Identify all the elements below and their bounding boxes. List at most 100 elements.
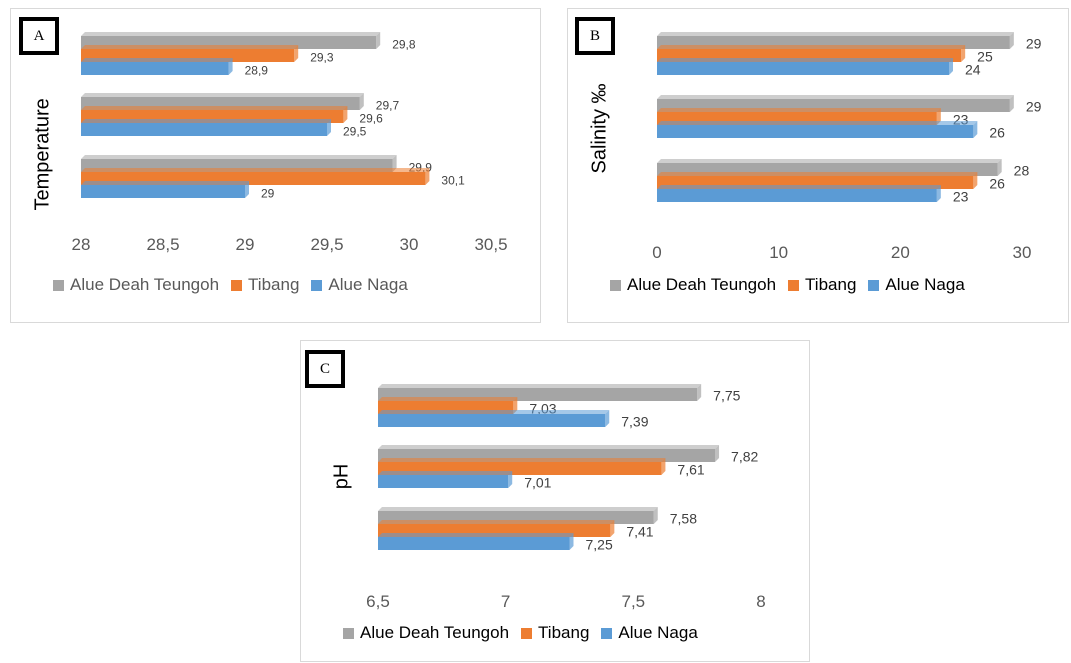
x-tick-label: 6,5 xyxy=(366,592,390,611)
data-label-alue-deah-teungoh: 28 xyxy=(1014,163,1030,179)
bar-side-alue-naga xyxy=(973,121,978,138)
legend-b: Alue Deah Teungoh Tibang Alue Naga xyxy=(610,275,977,295)
bar-side-alue-deah-teungoh xyxy=(392,155,397,172)
bar-alue-naga xyxy=(657,189,937,202)
data-label-tibang: 7,61 xyxy=(677,462,704,478)
bar-top-alue-naga xyxy=(378,410,610,414)
legend-swatch-alue-naga xyxy=(601,627,613,639)
bar-top-tibang xyxy=(81,45,299,49)
bar-side-alue-naga xyxy=(569,533,574,550)
legend-item-alue-naga: Alue Naga xyxy=(311,275,408,295)
data-label-alue-naga: 29,5 xyxy=(343,125,367,139)
y-axis-label-ph: pH xyxy=(330,463,353,490)
bar-alue-naga xyxy=(378,537,570,550)
legend-item-tibang: Tibang xyxy=(521,623,589,643)
bar-side-alue-deah-teungoh xyxy=(1009,95,1014,112)
ph-chart: 6,5 7 7,5 87,757,037,397,827,617,017,587,41… xyxy=(366,384,766,611)
bar-top-alue-deah-teungoh xyxy=(657,95,1014,99)
x-tick-label: 7,5 xyxy=(622,592,646,611)
bar-top-alue-deah-teungoh xyxy=(378,384,702,388)
bar-side-alue-deah-teungoh xyxy=(1009,32,1014,49)
bar-side-alue-deah-teungoh xyxy=(715,445,720,462)
bar-side-alue-naga xyxy=(327,119,331,136)
x-tick-label: 29,5 xyxy=(310,235,343,254)
x-tick-label: 28,5 xyxy=(146,235,179,254)
legend-label-alue-deah-teungoh: Alue Deah Teungoh xyxy=(627,275,777,294)
data-label-alue-deah-teungoh: 29,7 xyxy=(376,99,400,113)
legend-swatch-alue-deah-teungoh xyxy=(610,279,621,291)
y-axis-label-temperature: Temperature xyxy=(31,98,54,211)
bar-top-tibang xyxy=(378,458,666,462)
bar-top-alue-deah-teungoh xyxy=(657,159,1002,163)
bar-top-alue-deah-teungoh xyxy=(378,507,658,511)
bar-top-tibang xyxy=(81,106,348,110)
data-label-tibang: 26 xyxy=(989,176,1005,192)
legend-item-tibang: Tibang xyxy=(788,275,856,295)
data-label-alue-deah-teungoh: 29 xyxy=(1026,36,1042,52)
bar-top-alue-naga xyxy=(657,121,978,125)
bar-alue-naga xyxy=(378,414,606,427)
bar-top-tibang xyxy=(657,45,966,49)
legend-swatch-tibang xyxy=(788,279,800,291)
data-label-tibang: 30,1 xyxy=(441,174,465,188)
x-tick-label: 30,5 xyxy=(474,235,507,254)
data-label-alue-deah-teungoh: 29 xyxy=(1026,99,1042,115)
x-tick-label: 20 xyxy=(891,243,910,262)
x-tick-label: 10 xyxy=(769,243,788,262)
panel-letter-b: B xyxy=(575,17,615,55)
legend-label-alue-deah-teungoh: Alue Deah Teungoh xyxy=(70,275,220,294)
data-label-tibang: 29,6 xyxy=(359,112,383,126)
bar-top-alue-naga xyxy=(81,119,331,123)
data-label-alue-naga: 23 xyxy=(953,189,969,205)
bar-top-alue-deah-teungoh xyxy=(378,445,720,449)
panel-letter-c: C xyxy=(305,350,345,388)
data-label-tibang: 7,41 xyxy=(626,524,653,540)
legend-label-alue-naga: Alue Naga xyxy=(618,623,698,642)
x-tick-label: 30 xyxy=(1013,243,1032,262)
legend-label-tibang: Tibang xyxy=(248,275,300,294)
bar-alue-naga xyxy=(81,62,229,75)
legend-a: Alue Deah Teungoh Tibang Alue Naga xyxy=(53,275,420,295)
bar-alue-naga xyxy=(657,62,949,75)
bar-top-alue-naga xyxy=(657,58,953,62)
chart-panel-ph: 6,5 7 7,5 8 7,75 7,03 7,39 7,82 7,61 7,01 7,58 7,41… xyxy=(300,340,810,662)
bar-side-alue-deah-teungoh xyxy=(653,507,658,524)
bar-side-alue-naga xyxy=(605,410,610,427)
bar-top-alue-deah-teungoh xyxy=(81,93,364,97)
bar-side-tibang xyxy=(513,397,518,414)
bar-side-tibang xyxy=(936,108,941,125)
legend-item-alue-deah-teungoh: Alue Deah Teungoh xyxy=(610,275,776,295)
bar-top-tibang xyxy=(657,108,941,112)
legend-swatch-alue-deah-teungoh xyxy=(53,279,64,291)
panel-letter-b-text: B xyxy=(589,27,600,44)
bar-top-alue-deah-teungoh xyxy=(81,155,397,159)
bar-side-tibang xyxy=(294,45,299,62)
bar-side-alue-deah-teungoh xyxy=(997,159,1002,176)
bar-top-tibang xyxy=(81,168,430,172)
legend-label-tibang: Tibang xyxy=(538,623,590,642)
x-tick-label: 29 xyxy=(236,235,255,254)
temperature-chart: 28 28,5 29 29,5 30 30,529,829,328,929,729,629… xyxy=(72,32,508,254)
legend-swatch-tibang xyxy=(521,627,533,639)
data-label-alue-naga: 28,9 xyxy=(245,64,269,78)
data-label-alue-naga: 24 xyxy=(965,62,981,78)
bar-side-alue-naga xyxy=(936,185,941,202)
bar-top-tibang xyxy=(378,397,518,401)
legend-item-alue-deah-teungoh: Alue Deah Teungoh xyxy=(53,275,219,295)
bar-top-tibang xyxy=(657,172,978,176)
bar-side-alue-naga xyxy=(245,181,249,198)
data-label-alue-naga: 7,01 xyxy=(524,475,551,491)
bar-top-alue-naga xyxy=(81,181,249,185)
x-tick-label: 28 xyxy=(72,235,91,254)
legend-swatch-alue-deah-teungoh xyxy=(343,627,354,639)
bar-top-alue-naga xyxy=(378,471,513,475)
bar-side-tibang xyxy=(973,172,978,189)
x-tick-label: 8 xyxy=(756,592,765,611)
bar-side-tibang xyxy=(661,458,666,475)
chart-panel-salinity: 0 10 20 30 29 25 24 29 23 26 28 26 23 B Salinity ‰ A… xyxy=(567,8,1069,323)
x-tick-label: 7 xyxy=(501,592,510,611)
data-label-alue-naga: 29 xyxy=(261,187,275,201)
legend-c: Alue Deah Teungoh Tibang Alue Naga xyxy=(343,623,710,643)
bar-alue-naga xyxy=(81,185,245,198)
